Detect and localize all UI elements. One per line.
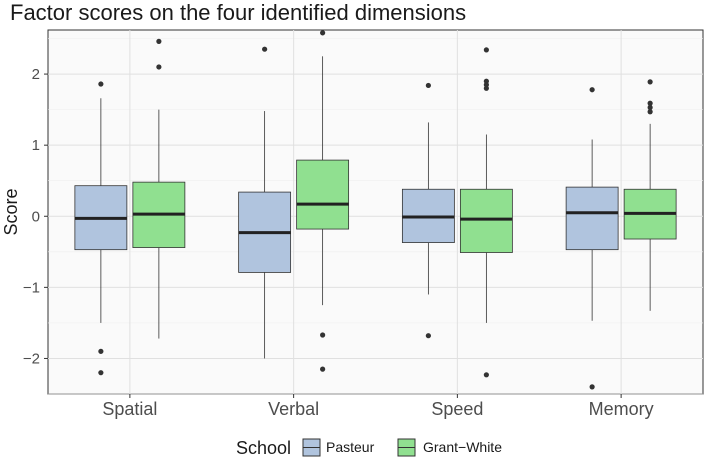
outlier-point xyxy=(156,64,162,70)
box-pasteur-verbal xyxy=(238,46,292,359)
chart-title: Factor scores on the four identified dim… xyxy=(10,0,466,25)
outlier-point xyxy=(647,79,653,85)
legend-label-pasteur: Pasteur xyxy=(326,439,375,455)
outlier-point xyxy=(483,82,489,88)
y-tick-label: 0 xyxy=(32,208,40,225)
outlier-point xyxy=(425,82,431,89)
box-grant-white-verbal xyxy=(296,30,350,372)
outlier-point xyxy=(320,332,326,338)
x-axis: Spatial Verbal Speed Memory xyxy=(102,394,654,419)
box-grant-white-speed xyxy=(459,47,513,378)
box-pasteur-memory xyxy=(565,87,619,390)
outlier-point xyxy=(320,366,326,372)
legend: School Pasteur Grant−White xyxy=(236,438,502,458)
legend-title: School xyxy=(236,438,291,458)
x-tick-label: Spatial xyxy=(102,399,157,419)
outlier-point xyxy=(425,333,431,339)
y-tick-label: −2 xyxy=(23,350,40,367)
box-grant-white-spatial xyxy=(132,38,186,339)
outlier-point xyxy=(647,100,653,106)
outlier-point xyxy=(647,109,653,115)
outlier-point xyxy=(320,30,326,36)
box-grant-white-memory xyxy=(623,79,677,311)
outlier-point xyxy=(589,384,595,390)
box-iqr xyxy=(565,186,619,251)
outlier-point xyxy=(589,87,595,93)
x-tick-label: Speed xyxy=(431,399,483,419)
y-axis: −2 −1 0 1 2 xyxy=(23,66,48,367)
y-tick-label: −1 xyxy=(23,279,40,296)
outlier-point xyxy=(156,38,162,44)
x-tick-label: Memory xyxy=(589,399,654,419)
outlier-point xyxy=(647,104,653,111)
box-pasteur-spatial xyxy=(74,81,128,376)
outlier-point xyxy=(483,47,489,53)
legend-label-grant-white: Grant−White xyxy=(423,439,502,455)
outlier-point xyxy=(98,370,104,376)
y-axis-title: Score xyxy=(1,188,21,235)
box-iqr xyxy=(296,159,350,230)
y-tick-label: 1 xyxy=(32,137,40,154)
outlier-point xyxy=(483,85,489,91)
box-iqr xyxy=(459,188,513,253)
outlier-point xyxy=(262,46,268,52)
outlier-point xyxy=(98,348,104,354)
x-tick-label: Verbal xyxy=(268,399,319,419)
chart-marks xyxy=(74,30,677,390)
outlier-point xyxy=(483,372,489,378)
y-tick-label: 2 xyxy=(32,66,40,83)
outlier-point xyxy=(98,81,104,87)
box-pasteur-speed xyxy=(401,82,455,339)
outlier-point xyxy=(483,78,489,84)
